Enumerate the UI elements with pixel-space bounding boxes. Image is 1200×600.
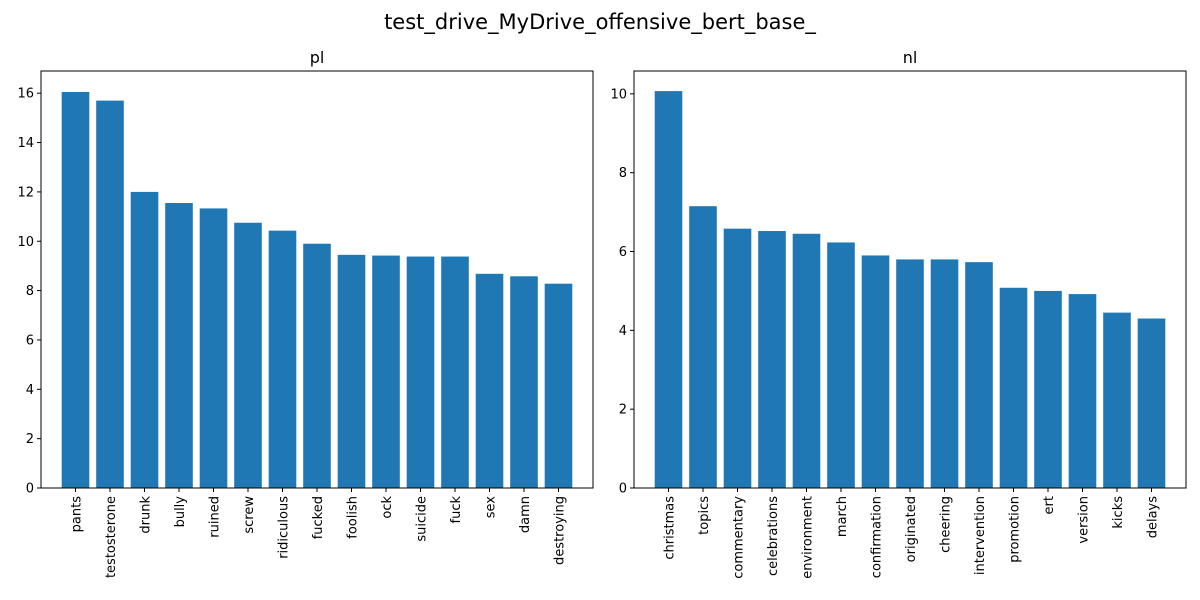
y-tick-label: 10 xyxy=(17,235,34,250)
chart-title-pl: pl xyxy=(310,48,325,67)
x-tick-label: version xyxy=(1077,496,1092,544)
x-tick-label: ert xyxy=(1042,496,1057,514)
x-tick-label: march xyxy=(835,496,850,537)
bar-intervention xyxy=(965,262,993,488)
y-tick-label: 8 xyxy=(619,166,627,181)
x-tick-label: christmas xyxy=(663,496,678,560)
y-tick-label: 16 xyxy=(17,87,34,102)
y-tick-label: 6 xyxy=(619,245,627,260)
bar-ruined xyxy=(199,208,228,488)
figure-title: test_drive_MyDrive_offensive_bert_base_ xyxy=(384,10,816,35)
bar-drunk xyxy=(130,191,159,488)
bar-pants xyxy=(61,91,90,488)
bar-confirmation xyxy=(861,255,890,488)
bar-ock xyxy=(372,255,400,488)
y-tick-label: 2 xyxy=(619,403,627,418)
x-tick-label: sex xyxy=(484,496,499,519)
y-tick-label: 6 xyxy=(26,333,34,348)
x-tick-label: pants xyxy=(70,496,85,533)
bar-fucked xyxy=(303,243,331,488)
x-tick-label: damn xyxy=(518,496,533,533)
bar-celebrations xyxy=(758,231,786,488)
x-tick-label: ridiculous xyxy=(277,496,292,559)
bar-sex xyxy=(475,273,504,488)
x-tick-label: originated xyxy=(904,496,919,562)
bar-christmas xyxy=(654,91,683,488)
bar-ridiculous xyxy=(268,230,297,488)
bar-delays xyxy=(1137,318,1166,488)
chart-nl: nl 0 2 4 6 8 10 christmas topics commentary celeb… xyxy=(610,48,1187,579)
x-tick-label: screw xyxy=(242,496,257,534)
x-tick-label: suicide xyxy=(415,496,430,542)
bar-testosterone xyxy=(96,100,124,489)
y-tick-label: 4 xyxy=(619,324,627,339)
chart-pl: pl 0 2 4 6 8 10 12 14 16 pants testosterone drunk bu… xyxy=(17,48,594,578)
x-tick-label: promotion xyxy=(1008,496,1023,563)
x-tick-label: celebrations xyxy=(766,496,781,576)
x-tick-label: drunk xyxy=(139,496,154,534)
x-tick-label: delays xyxy=(1146,496,1161,539)
x-tick-label: intervention xyxy=(973,496,988,575)
bar-march xyxy=(827,242,855,488)
bar-suicide xyxy=(406,256,435,488)
bar-originated xyxy=(896,259,924,488)
bar-topics xyxy=(689,206,717,488)
y-tick-label: 8 xyxy=(26,284,34,299)
x-tick-label: destroying xyxy=(553,496,568,565)
x-tick-label: ock xyxy=(380,496,395,519)
bar-commentary xyxy=(723,228,752,488)
bar-foolish xyxy=(337,254,366,488)
bar-ert xyxy=(1034,290,1062,488)
bar-promotion xyxy=(999,287,1028,488)
bar-fuck xyxy=(441,256,469,488)
x-tick-label: topics xyxy=(697,496,712,535)
y-tick-label: 0 xyxy=(26,482,34,497)
bar-destroying xyxy=(544,283,573,488)
y-tick-label: 4 xyxy=(26,383,34,398)
chart-title-nl: nl xyxy=(903,48,918,67)
y-tick-label: 2 xyxy=(26,432,34,447)
x-tick-label: environment xyxy=(801,496,816,579)
x-tick-label: testosterone xyxy=(104,496,119,578)
y-tick-label: 10 xyxy=(610,87,627,102)
bar-screw xyxy=(234,222,262,488)
bar-kicks xyxy=(1103,312,1131,488)
bar-bully xyxy=(165,203,193,488)
x-tick-label: bully xyxy=(173,496,188,528)
x-tick-label: fuck xyxy=(449,496,464,524)
x-tick-label: cheering xyxy=(939,496,954,553)
y-tick-label: 14 xyxy=(17,136,34,151)
y-tick-label: 0 xyxy=(619,482,627,497)
x-tick-label: confirmation xyxy=(870,496,885,578)
bar-environment xyxy=(792,233,821,488)
x-tick-label: foolish xyxy=(346,496,361,539)
x-tick-label: ruined xyxy=(208,496,223,538)
bar-cheering xyxy=(930,259,959,488)
bar-version xyxy=(1068,294,1097,488)
bar-damn xyxy=(510,276,538,488)
x-tick-label: commentary xyxy=(732,496,747,579)
x-tick-label: fucked xyxy=(311,496,326,539)
y-tick-label: 12 xyxy=(17,185,34,200)
x-tick-label: kicks xyxy=(1111,496,1126,529)
